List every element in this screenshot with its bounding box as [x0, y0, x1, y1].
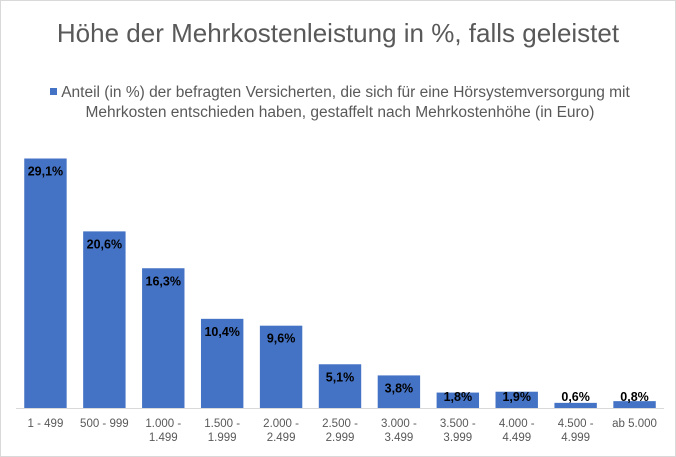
category-label-line: 4.000 - [499, 418, 535, 430]
bar [259, 325, 303, 408]
category-label-line: 2.000 - [263, 418, 299, 430]
category-label-line: 3.000 - [381, 418, 417, 430]
category-label-line: 2.500 - [322, 418, 358, 430]
legend: Anteil (in %) der befragten Versicherten… [40, 83, 640, 123]
bar [495, 391, 538, 408]
bar [436, 392, 480, 408]
legend-label: Anteil (in %) der befragten Versicherten… [61, 84, 630, 121]
category-label-line: 1 - 499 [28, 418, 64, 430]
category-label: 1.000 - 1.499 [145, 418, 181, 444]
data-label: 9,6% [267, 332, 296, 346]
category-label: 2.000 - 2.499 [263, 418, 299, 444]
category-label-line: 4.999 [561, 432, 590, 444]
category-label-line: 1.499 [149, 432, 178, 444]
category-label-line: 3.499 [385, 432, 414, 444]
category-label: ab 5.000 [612, 418, 657, 430]
category-label-line: 4.500 - [558, 418, 594, 430]
category-label: 2.500 - 2.999 [322, 418, 358, 444]
bar [200, 318, 244, 408]
data-label: 20,6% [87, 237, 122, 251]
category-label-line: 1.999 [208, 432, 237, 444]
category-label: 4.000 - 4.499 [499, 418, 535, 444]
category-label-line: 4.499 [502, 432, 531, 444]
category-label-line: 2.999 [326, 432, 355, 444]
data-label: 10,4% [204, 325, 239, 339]
category-label: 3.000 - 3.499 [381, 418, 417, 444]
bar [318, 364, 362, 408]
legend-swatch [50, 88, 58, 95]
bar [83, 231, 126, 408]
category-label-line: ab 5.000 [612, 418, 657, 430]
category-label: 4.500 - 4.999 [558, 418, 594, 444]
category-label: 1 - 499 [28, 418, 64, 430]
data-label: 0,6% [561, 390, 590, 404]
data-label: 29,1% [28, 165, 63, 179]
bar [377, 375, 421, 408]
category-label-line: 3.999 [443, 432, 472, 444]
category-label: 500 - 999 [80, 418, 129, 430]
data-label: 0,8% [620, 390, 649, 404]
bar [613, 401, 656, 408]
category-label: 3.500 - 3.999 [440, 418, 476, 444]
category-label-line: 500 - 999 [80, 418, 129, 430]
data-label: 16,3% [146, 274, 181, 288]
data-label: 1,9% [502, 390, 531, 404]
category-label-line: 1.500 - [204, 418, 240, 430]
data-label: 3,8% [385, 381, 414, 395]
category-label-line: 1.000 - [145, 418, 181, 430]
category-label: 1.500 - 1.999 [204, 418, 240, 444]
chart-title: Höhe der Mehrkostenleistung in %, falls … [56, 18, 620, 48]
bar [554, 402, 597, 408]
bar [142, 268, 185, 408]
bar [24, 158, 67, 408]
data-label: 5,1% [326, 370, 355, 384]
data-label: 1,8% [444, 390, 473, 404]
category-label-line: 3.500 - [440, 418, 476, 430]
category-label-line: 2.499 [267, 432, 296, 444]
